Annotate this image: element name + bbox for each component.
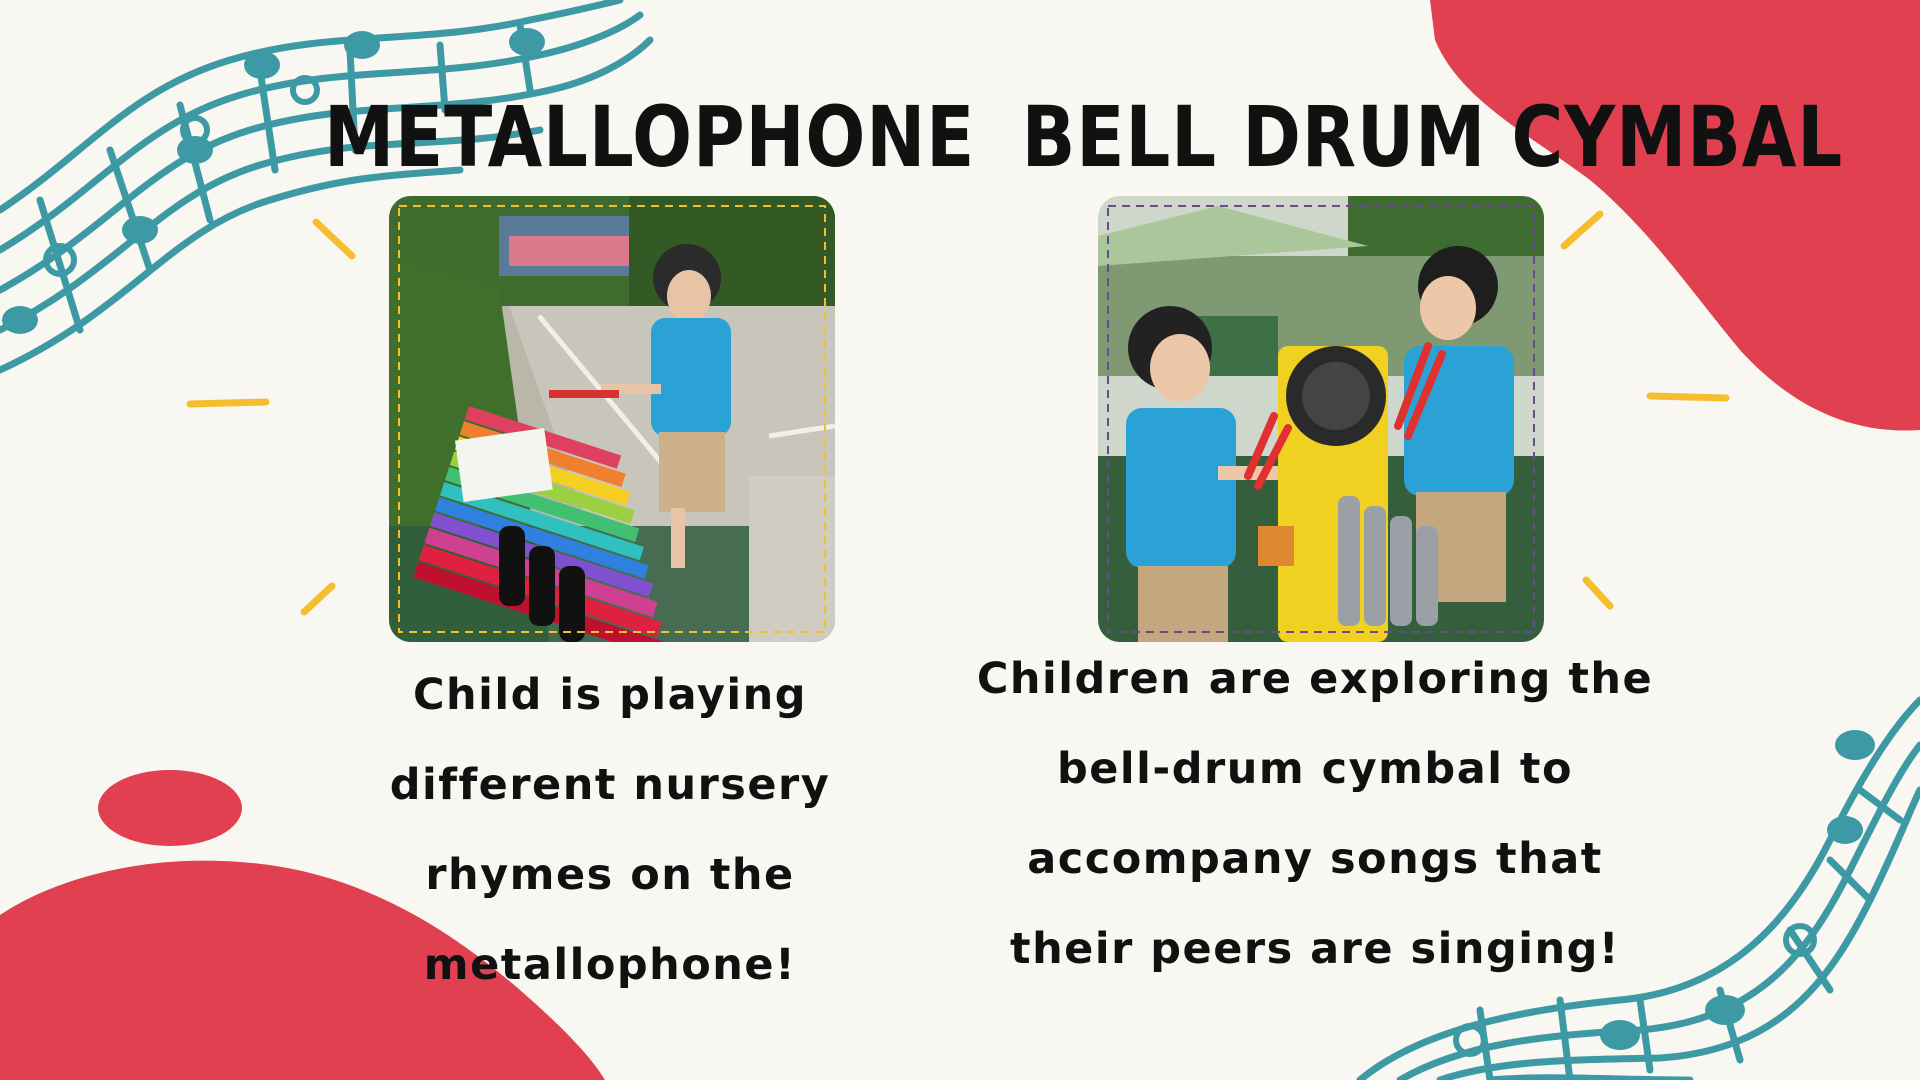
- metallophone-photo: [389, 196, 835, 642]
- metallophone-title: METALLOPHONE: [324, 88, 976, 186]
- metallophone-caption: Child is playing different nursery rhyme…: [389, 670, 831, 990]
- bell-drum-cymbal-caption: Children are exploring the bell-drum cym…: [976, 654, 1654, 974]
- music-notes-hollow-top-left: [43, 75, 320, 277]
- children-playing-bell-drum-cymbal-photo: [1098, 196, 1544, 642]
- child-playing-metallophone-photo: [389, 196, 835, 642]
- bell-drum-cymbal-title: BELL DRUM CYMBAL: [1021, 88, 1844, 186]
- red-blob-small: [98, 770, 242, 846]
- bell-drum-cymbal-photo: [1098, 196, 1544, 642]
